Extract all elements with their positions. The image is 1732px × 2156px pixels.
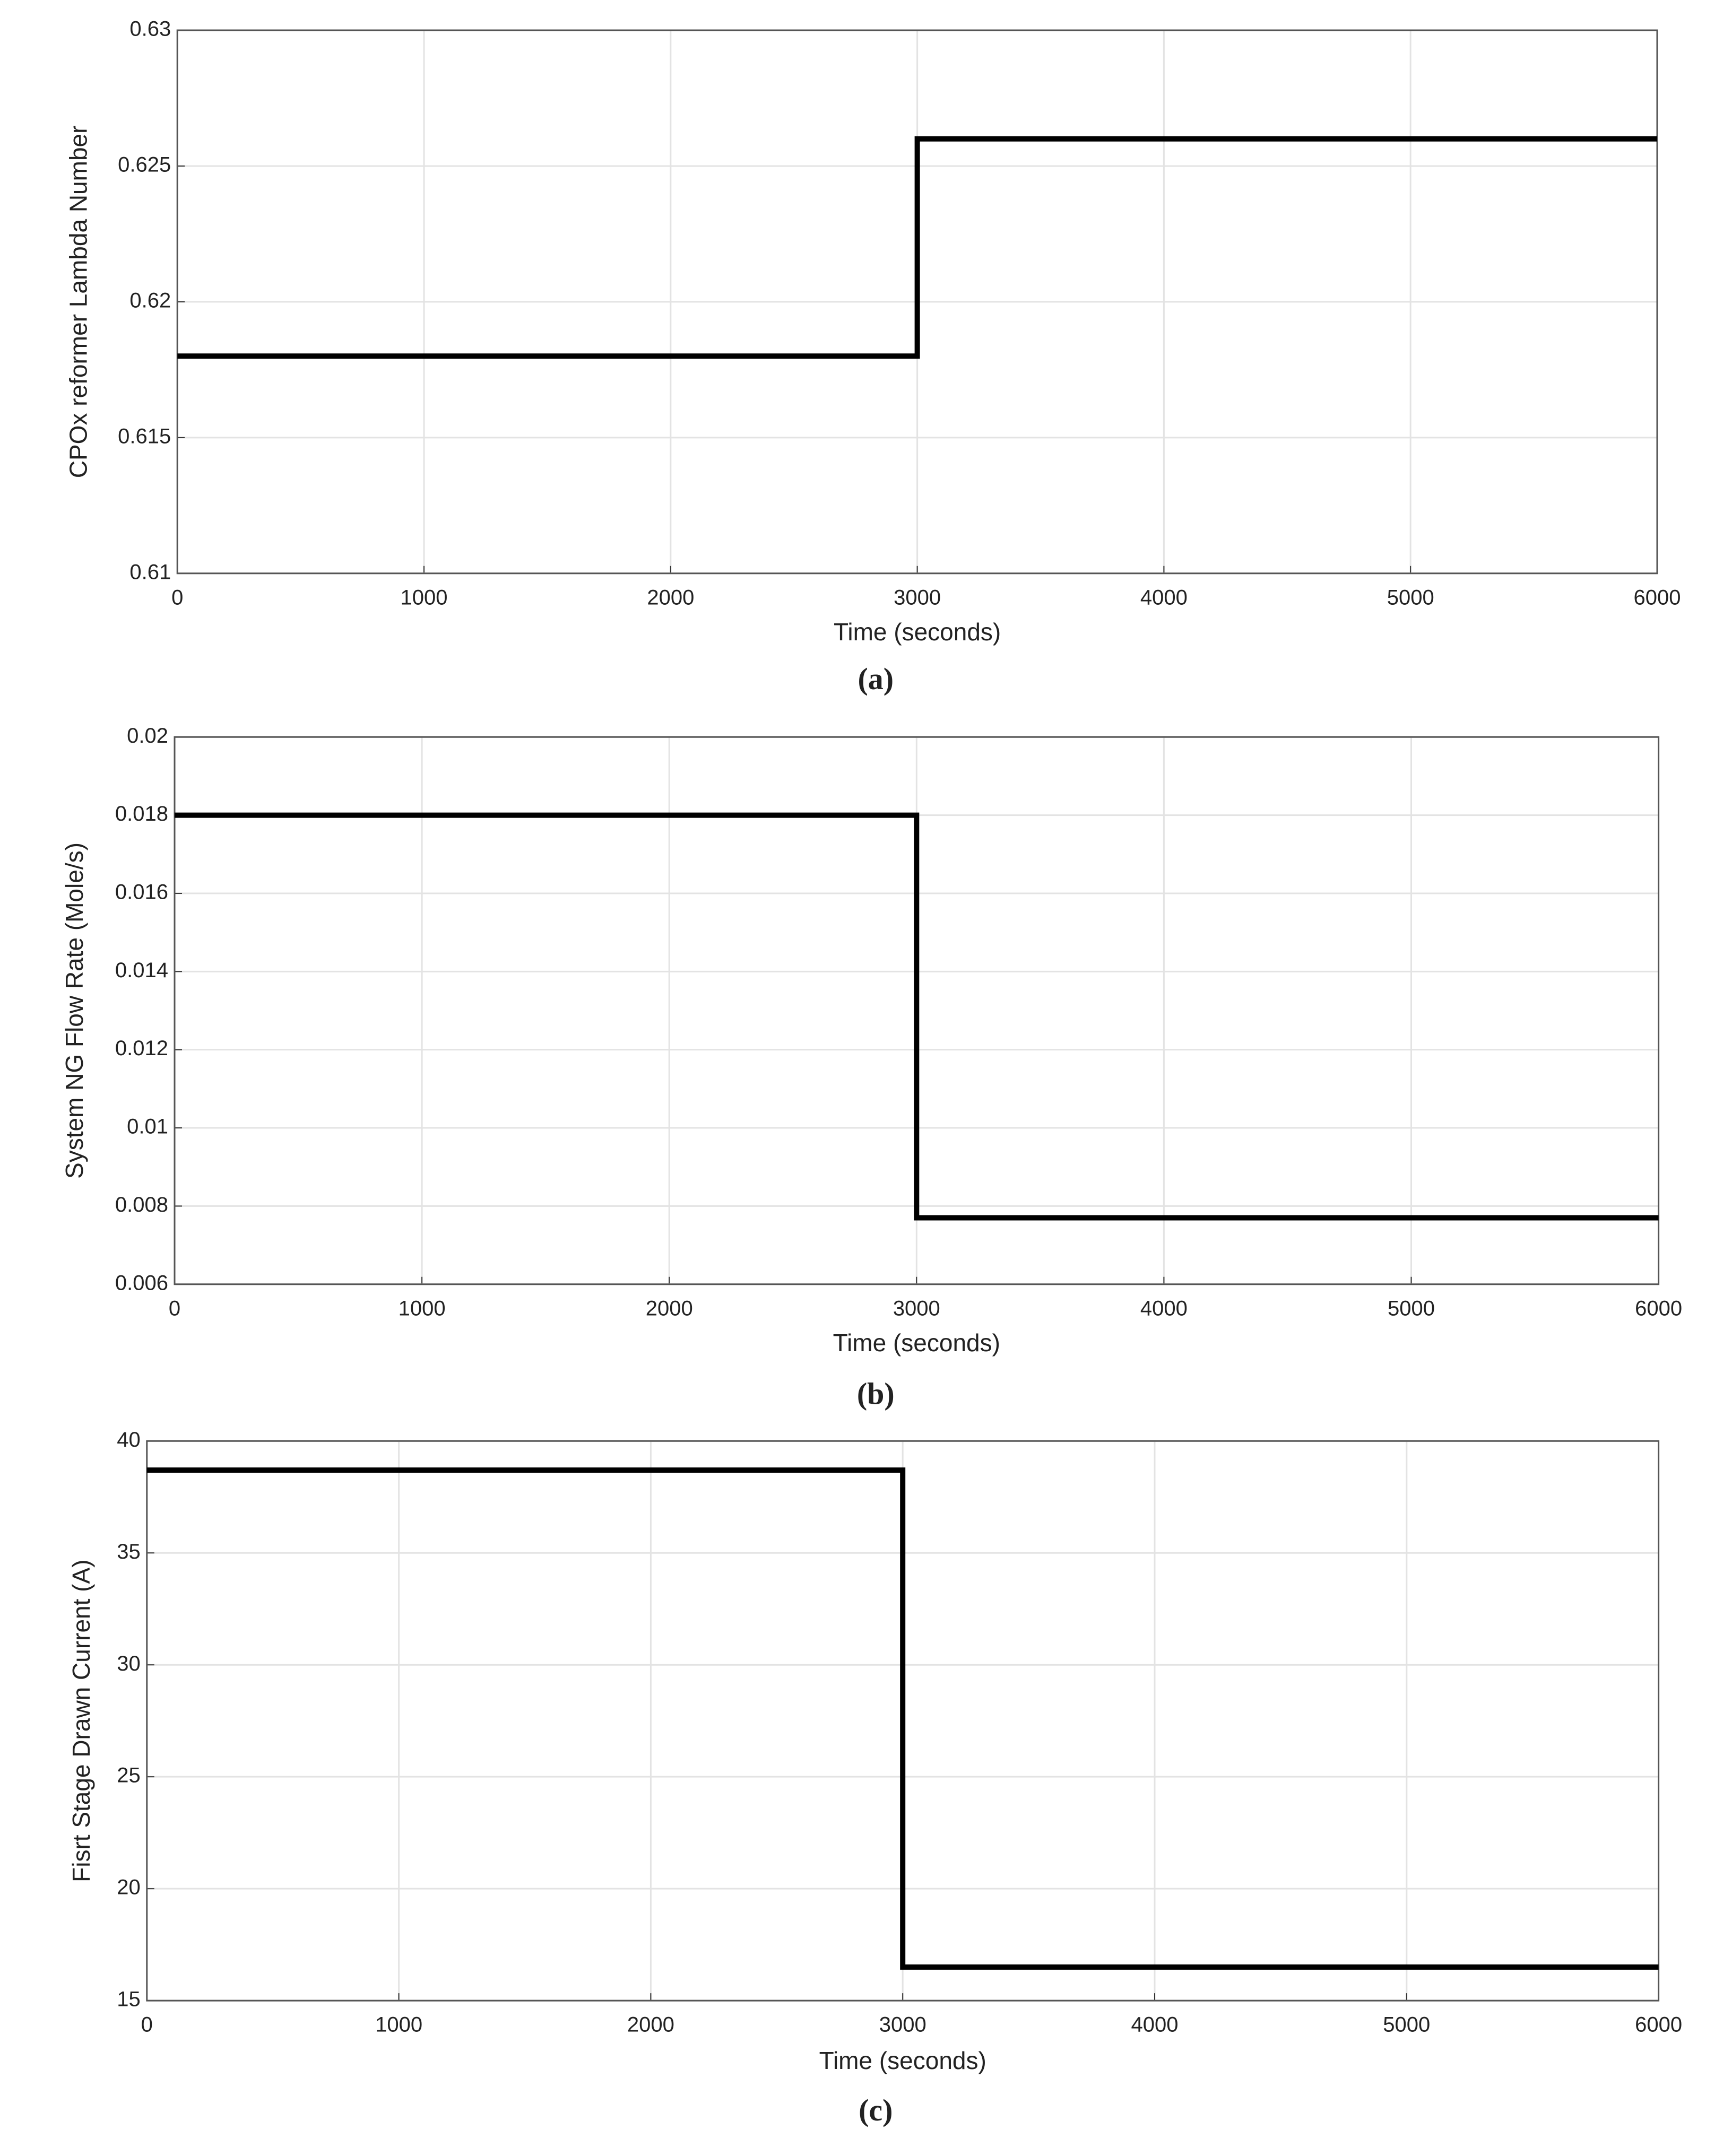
y-axis-label: System NG Flow Rate (Mole/s) [60,842,88,1179]
y-tick-label: 40 [117,1428,141,1451]
x-tick-label: 2000 [647,586,694,609]
y-tick-label: 0.01 [127,1115,168,1138]
data-line [177,136,1657,359]
plot-frame [146,1440,1660,2002]
caption: (a) [858,662,894,696]
x-tick-label: 4000 [1140,1297,1188,1320]
y-tick-label: 0.02 [127,724,168,747]
x-tick-label: 1000 [399,1297,446,1320]
x-tick-label: 0 [169,1297,180,1320]
x-tick-label: 3000 [893,1297,940,1320]
y-tick-label: 30 [117,1652,141,1675]
data-line [175,812,1659,1221]
x-tick-label: 4000 [1131,2013,1179,2037]
y-tick-label: 0.61 [129,560,171,584]
x-tick-label: 0 [171,586,183,609]
x-axis-label: Time (seconds) [819,2047,986,2074]
y-tick-label: 0.016 [115,881,168,904]
x-axis-label: Time (seconds) [833,1329,1000,1357]
y-tick-label: 0.018 [115,802,168,825]
plot-frame [176,29,1658,575]
x-tick-label: 5000 [1383,2013,1430,2037]
x-tick-label: 5000 [1388,1297,1435,1320]
y-tick-label: 25 [117,1764,141,1787]
x-tick-label: 6000 [1634,586,1681,609]
y-tick-label: 0.625 [118,153,171,177]
y-tick-label: 0.014 [115,959,168,982]
x-tick-label: 3000 [879,2013,926,2037]
x-axis-label: Time (seconds) [834,618,1001,646]
caption: (b) [857,1377,895,1411]
plot-frame [174,736,1660,1285]
x-tick-label: 1000 [401,586,448,609]
data-line [146,1467,1659,1970]
x-tick-label: 5000 [1387,586,1434,609]
caption: (c) [859,2093,893,2127]
y-tick-label: 0.006 [115,1271,168,1294]
x-tick-label: 0 [141,2013,153,2037]
x-tick-label: 2000 [646,1297,693,1320]
x-tick-label: 6000 [1635,2013,1682,2037]
y-axis-label: CPOx reformer Lambda Number [65,126,92,479]
y-tick-label: 0.62 [129,289,171,312]
y-tick-label: 0.615 [118,424,171,448]
x-tick-label: 1000 [375,2013,422,2037]
y-tick-label: 0.63 [129,18,171,41]
x-tick-label: 2000 [627,2013,674,2037]
y-tick-label: 15 [117,1988,141,2011]
x-tick-label: 4000 [1140,586,1188,609]
x-tick-label: 6000 [1635,1297,1682,1320]
x-tick-label: 3000 [894,586,941,609]
y-axis-label: Fisrt Stage Drawn Current (A) [67,1559,95,1882]
y-tick-label: 0.008 [115,1193,168,1216]
y-tick-label: 0.012 [115,1037,168,1060]
y-tick-label: 35 [117,1540,141,1563]
y-tick-label: 20 [117,1876,141,1899]
